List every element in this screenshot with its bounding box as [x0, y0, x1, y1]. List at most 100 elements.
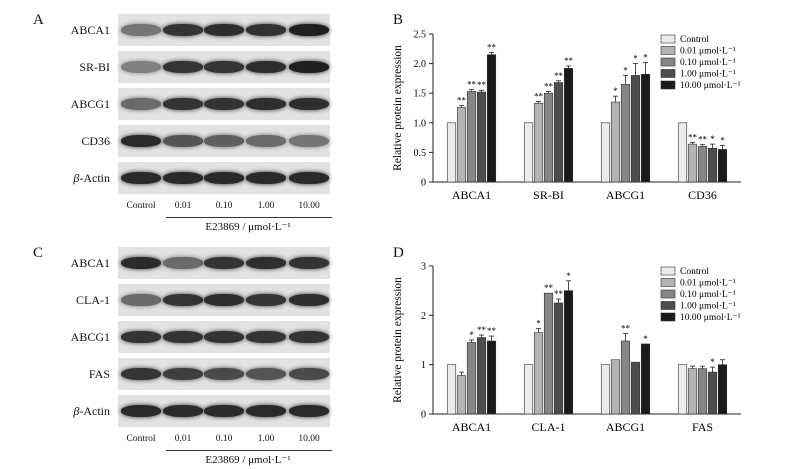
blot-a-row-label-text: -Actin — [79, 171, 110, 185]
legend-label: 0.01 μmol·L⁻¹ — [680, 279, 736, 289]
blot-a-lane-label: Control — [126, 201, 156, 211]
significance-mark: * — [643, 334, 648, 344]
y-tick-label: 0 — [421, 410, 426, 421]
blot-a-band — [204, 61, 244, 73]
legend-swatch — [660, 57, 676, 67]
x-category-label: CLA-1 — [532, 420, 566, 434]
legend-swatch — [660, 69, 676, 78]
blot-a-row-label: ABCG1 — [40, 97, 110, 112]
significance-mark: ** — [467, 80, 477, 90]
blot-a-row-label-text: SR-BI — [79, 60, 110, 74]
significance-mark: * — [633, 54, 638, 64]
blot-c-row-label: β-Actin — [40, 404, 110, 419]
blot-c-band — [204, 368, 244, 380]
blot-a-band — [121, 24, 161, 36]
blot-a-band — [121, 98, 161, 110]
bar — [697, 368, 708, 415]
blot-a-band — [163, 24, 203, 36]
blot-c-band — [163, 368, 203, 380]
bar — [620, 340, 631, 415]
y-tick-label: 2.5 — [414, 30, 427, 41]
legend-label: 10.00 μmol·L⁻¹ — [680, 81, 741, 91]
blot-c-lane-label: 0.01 — [174, 434, 192, 444]
blot-a-row-label: ABCA1 — [40, 23, 110, 38]
significance-mark: * — [720, 135, 725, 145]
x-category-label: ABCG1 — [606, 188, 645, 202]
legend-label: Control — [680, 35, 709, 45]
bar — [486, 340, 497, 415]
significance-mark: * — [643, 52, 648, 62]
blot-a-dose-unit: E23869 / μmol·L⁻¹ — [205, 221, 291, 233]
significance-mark: ** — [534, 91, 544, 101]
bar — [563, 290, 574, 415]
bar — [610, 359, 621, 415]
bar — [630, 361, 641, 415]
blot-a-band — [204, 24, 244, 36]
blot-c-band — [121, 294, 161, 306]
y-tick-label: 2.0 — [414, 59, 427, 70]
blot-c-row-label-text: ABCG1 — [70, 330, 110, 344]
blot-a-band — [204, 98, 244, 110]
y-tick-label: 3 — [421, 262, 426, 273]
legend-label: 0.01 μmol·L⁻¹ — [680, 47, 736, 57]
bar — [630, 75, 641, 183]
blot-a-band — [204, 172, 244, 184]
significance-mark: * — [623, 65, 628, 75]
legend-swatch — [660, 34, 676, 44]
bar — [600, 122, 611, 183]
legend-swatch — [660, 289, 676, 299]
blot-c-band — [246, 294, 286, 306]
legend-label: 0.10 μmol·L⁻¹ — [680, 58, 736, 68]
blot-a-row-label-text: ABCA1 — [70, 23, 110, 37]
legend-label: 1.00 μmol·L⁻¹ — [680, 302, 736, 312]
blot-c-band — [289, 405, 329, 417]
y-tick-label: 1.5 — [414, 89, 427, 100]
x-category-label: FAS — [692, 420, 713, 434]
significance-mark: ** — [487, 42, 497, 52]
blot-a-band — [163, 135, 203, 147]
blot-a-band — [246, 98, 286, 110]
significance-mark: * — [469, 330, 474, 340]
blot-a-row-label-prefix: β — [73, 171, 80, 185]
blot-c-band — [246, 405, 286, 417]
blot-a-row-label-text: CD36 — [81, 134, 110, 148]
blot-c-lane-label: 10.00 — [298, 434, 320, 444]
blot-c-band — [289, 294, 329, 306]
blot-c-band — [163, 405, 203, 417]
blot-a-band — [163, 61, 203, 73]
legend-swatch — [660, 301, 676, 310]
y-tick-label: 1 — [421, 360, 426, 371]
blot-a-band — [121, 135, 161, 147]
significance-mark: ** — [544, 81, 554, 91]
panel-letter-d: D — [393, 245, 404, 261]
legend-swatch — [660, 46, 676, 55]
x-category-label: ABCA1 — [452, 420, 491, 434]
blot-c-band — [204, 294, 244, 306]
significance-mark: ** — [621, 324, 631, 334]
bar — [707, 147, 718, 183]
y-axis-label: Relative protein expression — [392, 45, 404, 171]
blot-a-band — [289, 135, 329, 147]
bar — [687, 368, 698, 415]
y-tick-label: 0.5 — [414, 148, 427, 159]
significance-mark: * — [710, 134, 715, 144]
bar — [466, 342, 477, 415]
blot-a-row-label-text: ABCG1 — [70, 97, 110, 111]
bar — [476, 337, 487, 415]
legend-label: 10.00 μmol·L⁻¹ — [680, 313, 741, 323]
bar — [543, 292, 554, 415]
blot-a-row-label: β-Actin — [40, 171, 110, 186]
blot-c-row-label: ABCA1 — [40, 256, 110, 271]
blot-c-band — [246, 257, 286, 269]
x-category-label: CD36 — [688, 188, 717, 202]
bar — [717, 364, 728, 415]
bar — [687, 143, 698, 183]
blot-a-band — [289, 98, 329, 110]
blot-a-band — [204, 135, 244, 147]
panel-letter-c: C — [33, 245, 44, 261]
bar — [640, 73, 651, 183]
bar — [476, 91, 487, 183]
bar — [523, 122, 534, 183]
y-tick-label: 0 — [421, 178, 426, 189]
